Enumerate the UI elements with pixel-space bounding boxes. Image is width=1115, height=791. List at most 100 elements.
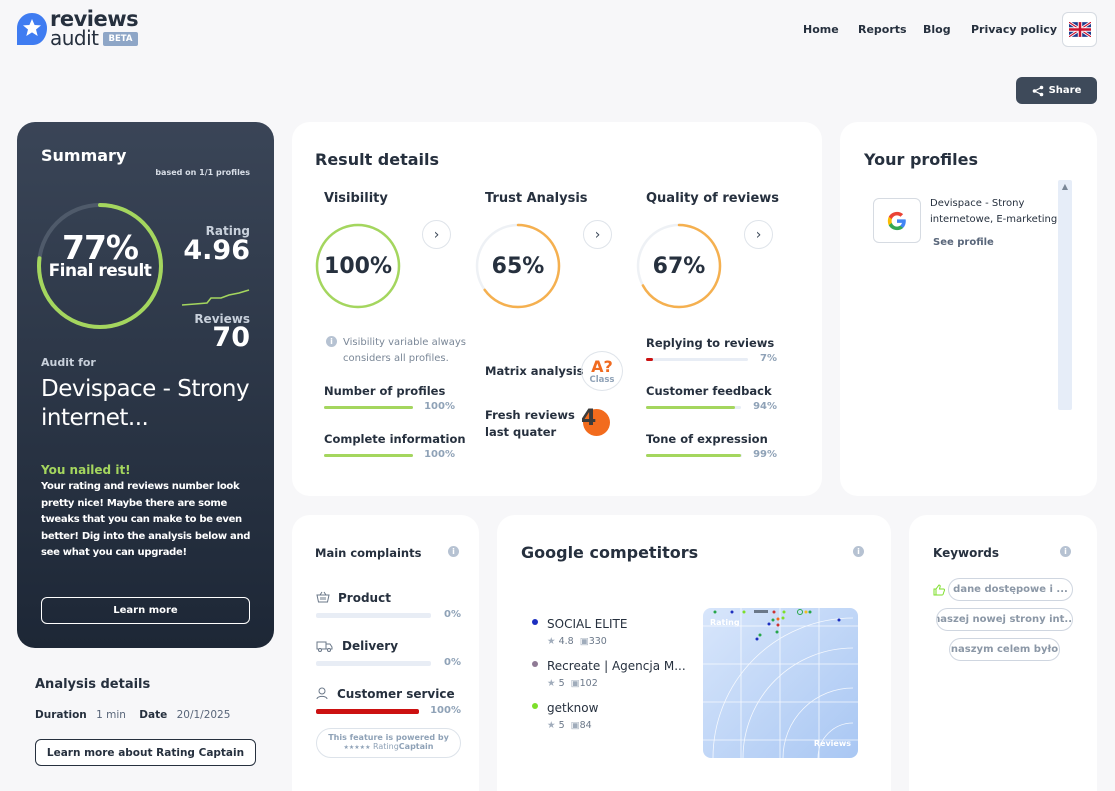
fresh-reviews-value: 4: [581, 406, 597, 431]
uk-flag-icon: [1068, 22, 1091, 37]
competitor-meta: ★ 5 ▣102: [547, 678, 598, 689]
quality-details-button[interactable]: ›: [744, 220, 773, 249]
nav-reports[interactable]: Reports: [858, 23, 907, 36]
profile-item[interactable]: Devispace - Strony internetowe, E-market…: [873, 198, 1058, 248]
competitor-reviews: 102: [579, 678, 598, 689]
matrix-class-label: Class: [589, 375, 615, 385]
truck-icon: [316, 641, 333, 652]
analysis-details-meta: Duration 1 min Date 20/1/2025: [35, 709, 230, 721]
trust-gauge: 65%: [475, 223, 561, 309]
competitors-title: Google competitors: [521, 543, 699, 562]
tone-of-expression-value: 99%: [753, 449, 777, 460]
learn-more-button[interactable]: Learn more: [41, 597, 250, 624]
visibility-title: Visibility: [324, 191, 388, 206]
competitors-card: Google competitors i SOCIAL ELITE ★ 4.8 …: [497, 515, 891, 791]
replying-to-reviews-value: 7%: [760, 353, 777, 364]
trust-details-button[interactable]: ›: [583, 220, 612, 249]
visibility-gauge: 100%: [315, 223, 401, 309]
logo-star-icon: [17, 13, 47, 45]
nav-home[interactable]: Home: [803, 23, 839, 36]
powered-brand-a: Rating: [373, 742, 399, 751]
google-icon: [873, 198, 921, 243]
complaint-product-value: 0%: [444, 609, 461, 620]
chevron-right-icon: ›: [594, 226, 601, 243]
quality-gauge: 67%: [636, 223, 722, 309]
complete-information-value: 100%: [424, 449, 455, 460]
duration-value: 1 min: [96, 709, 126, 721]
comment-icon: ▣: [579, 636, 589, 647]
matrix-grade: A?: [591, 357, 613, 376]
replying-to-reviews-bar: [646, 358, 748, 361]
fresh-reviews-badge: [583, 409, 610, 436]
profiles-title: Your profiles: [864, 150, 979, 169]
keyword-chip[interactable]: dane dostępowe i ...: [948, 578, 1073, 601]
duration-label: Duration: [35, 709, 87, 721]
competitor-name: Recreate | Agencja M...: [547, 659, 686, 673]
complaints-title: Main complaints: [315, 546, 422, 560]
person-icon: [316, 687, 328, 700]
stars-icon: ★★★★★: [343, 744, 371, 751]
result-details-card: Result details Visibility 100% › i Visib…: [292, 122, 822, 496]
keyword-chip[interactable]: naszym celem było: [949, 638, 1060, 661]
summary-title: Summary: [41, 146, 127, 165]
trust-pct: 65%: [491, 253, 545, 279]
profiles-scrollbar[interactable]: ▲: [1058, 180, 1072, 410]
competitor-meta: ★ 5 ▣84: [547, 720, 592, 731]
visibility-details-button[interactable]: ›: [422, 220, 451, 249]
rating-captain-logo: ★★★★★ RatingCaptain: [317, 742, 460, 751]
info-icon[interactable]: i: [853, 546, 864, 557]
summary-card: Summary based on 1/1 profiles 77% Final …: [17, 122, 274, 648]
complaint-customer-service-bar: [316, 709, 419, 714]
profile-name-line2: internetowe, E-marketing: [930, 214, 1058, 225]
logo-name-line2: audit: [50, 26, 99, 50]
nav-privacy-policy[interactable]: Privacy policy: [971, 23, 1058, 36]
see-profile-link[interactable]: See profile: [933, 237, 994, 248]
verdict-text: Your rating and reviews number look pret…: [41, 481, 251, 558]
date-value: 20/1/2025: [176, 709, 231, 721]
final-result-gauge: [37, 203, 163, 329]
complaint-delivery-bar: [316, 661, 431, 666]
map-rating-label: Rating: [710, 618, 740, 627]
competitor-reviews: 84: [579, 720, 592, 731]
result-details-title: Result details: [315, 150, 440, 169]
fresh-reviews-label-line2: last quater: [485, 425, 557, 439]
date-label: Date: [139, 709, 168, 721]
competitor-rating: 4.8: [558, 636, 574, 647]
tone-of-expression-label: Tone of expression: [646, 432, 768, 446]
beta-badge: BETA: [103, 32, 138, 46]
share-icon: [1032, 85, 1043, 96]
trust-analysis-title: Trust Analysis: [485, 191, 588, 206]
powered-by-badge[interactable]: This feature is powered by ★★★★★ RatingC…: [316, 728, 461, 758]
keyword-chip[interactable]: naszej nowej strony int...: [936, 608, 1073, 631]
nav-blog[interactable]: Blog: [923, 23, 951, 36]
scroll-up-icon[interactable]: ▲: [1061, 182, 1069, 191]
info-icon: i: [326, 336, 337, 347]
competitor-rating: 5: [558, 720, 565, 731]
comment-icon: ▣: [570, 678, 580, 689]
keywords-title: Keywords: [933, 546, 1000, 560]
share-button[interactable]: Share: [1016, 77, 1097, 104]
info-icon[interactable]: i: [448, 546, 459, 557]
competitor-map[interactable]: Rating Reviews: [703, 608, 858, 758]
quality-of-reviews-title: Quality of reviews: [646, 191, 780, 206]
customer-feedback-label: Customer feedback: [646, 384, 772, 398]
visibility-note: Visibility variable always considers all…: [343, 337, 466, 364]
chevron-right-icon: ›: [755, 226, 762, 243]
info-icon[interactable]: i: [1060, 546, 1071, 557]
matrix-analysis-label: Matrix analysis: [485, 364, 584, 378]
competitor-meta: ★ 4.8 ▣330: [547, 636, 607, 647]
final-result-label: Final result: [48, 261, 152, 281]
complaint-product-bar: [316, 613, 431, 618]
complete-information-bar: [324, 454, 413, 457]
visibility-pct: 100%: [324, 253, 392, 279]
thumbs-up-icon: [933, 584, 945, 596]
analysis-details-title: Analysis details: [35, 677, 151, 692]
customer-feedback-value: 94%: [753, 401, 777, 412]
quality-pct: 67%: [652, 253, 706, 279]
logo[interactable]: reviews audit BETA: [16, 7, 141, 50]
complaint-delivery-label: Delivery: [342, 639, 399, 653]
audit-for-name: Devispace - Strony internet...: [41, 376, 250, 431]
replying-to-reviews-label: Replying to reviews: [646, 336, 775, 350]
rating-captain-button[interactable]: Learn more about Rating Captain: [35, 739, 256, 766]
language-button[interactable]: [1062, 12, 1097, 47]
